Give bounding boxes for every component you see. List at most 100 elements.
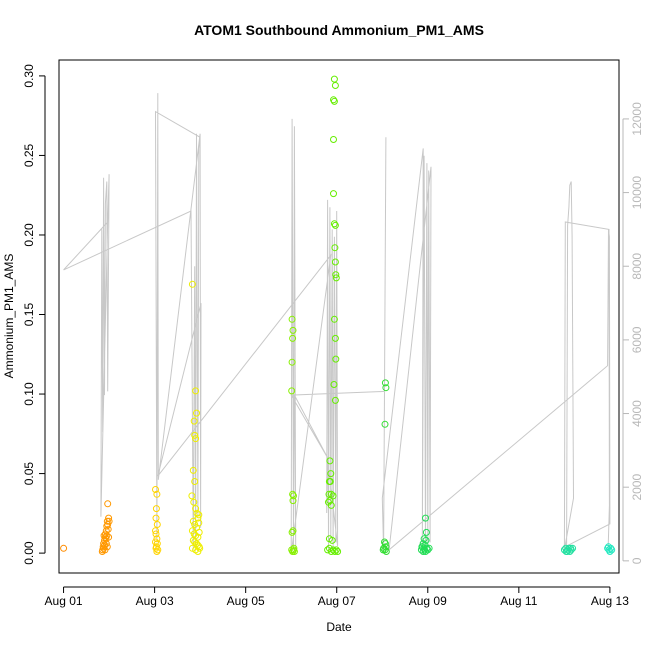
data-point [152, 530, 160, 538]
data-point [290, 544, 298, 552]
data-point [105, 514, 113, 522]
data-point [419, 548, 427, 555]
x-axis: Aug 01 Aug 03 Aug 05 Aug 07 Aug 09 Aug 11 Aug … [45, 586, 629, 608]
data-point [153, 535, 161, 543]
x-tick-label: Aug 05 [227, 594, 265, 608]
chart-title: ATOM1 Southbound Ammonium_PM1_AMS [194, 22, 484, 38]
data-point [334, 548, 342, 555]
data-point [424, 546, 432, 554]
data-point [189, 466, 197, 474]
data-point [567, 544, 575, 552]
data-point [331, 396, 339, 404]
y-axis-label: Ammonium_PM1_AMS [2, 254, 16, 379]
series-9 [604, 543, 616, 555]
data-point [329, 546, 337, 554]
data-point [425, 544, 433, 552]
data-point [105, 517, 113, 525]
x-tick-label: Aug 07 [318, 594, 356, 608]
data-point [327, 501, 335, 509]
data-point [330, 136, 337, 143]
series-5 [324, 75, 342, 555]
data-point [330, 97, 338, 105]
data-point [103, 543, 111, 551]
data-point [288, 358, 296, 366]
data-point [152, 514, 160, 522]
data-point [290, 492, 297, 500]
data-point [382, 543, 390, 551]
data-point [102, 540, 110, 548]
data-point [381, 379, 389, 387]
data-point [195, 511, 203, 519]
y-tick-label: 0.00 [22, 541, 36, 565]
x-tick-label: Aug 09 [409, 594, 447, 608]
data-point [381, 420, 389, 428]
data-point [190, 498, 198, 506]
series-6 [379, 379, 390, 555]
data-point [188, 280, 196, 288]
data-point [104, 525, 112, 533]
data-point [420, 535, 428, 543]
y2-tick-label: 4000 [630, 400, 644, 427]
data-point [193, 409, 200, 417]
data-point [153, 548, 161, 555]
data-point [332, 355, 340, 363]
data-point [422, 514, 429, 522]
y2-tick-label: 8000 [630, 253, 644, 280]
data-point [421, 546, 429, 554]
data-point [100, 532, 108, 540]
data-point [326, 457, 334, 465]
data-point [290, 548, 298, 555]
series-4 [288, 315, 298, 555]
data-point [195, 528, 203, 536]
data-point [289, 527, 297, 535]
data-point [605, 543, 612, 551]
data-point [153, 490, 161, 498]
data-point [192, 505, 200, 513]
data-point [332, 546, 340, 554]
series-8 [560, 544, 577, 555]
y-axis-left: 0.00 0.05 0.10 0.15 0.20 0.25 0.30 [22, 64, 46, 565]
data-point [288, 315, 296, 323]
data-point [331, 548, 339, 555]
series-1 [98, 500, 113, 555]
data-point [326, 478, 334, 485]
y-tick-label: 0.30 [22, 64, 36, 88]
data-point [327, 490, 335, 498]
data-point [331, 82, 339, 89]
data-point [331, 258, 339, 266]
data-point [330, 381, 338, 388]
y2-tick-label: 0 [630, 557, 644, 564]
y-tick-label: 0.10 [22, 382, 36, 406]
data-point [289, 326, 297, 334]
data-point [419, 540, 427, 548]
data-point [60, 544, 68, 552]
y-tick-label: 0.20 [22, 223, 36, 247]
data-point [152, 527, 159, 535]
data-point [190, 417, 198, 425]
series-3 [188, 280, 204, 555]
y2-tick-label: 2000 [630, 474, 644, 501]
data-point [330, 190, 337, 198]
background-track [63, 93, 611, 554]
series-2 [152, 486, 162, 555]
y-tick-label: 0.15 [22, 303, 36, 327]
data-point [562, 548, 570, 555]
data-point [328, 536, 336, 544]
data-point [289, 334, 297, 342]
data-point [289, 497, 297, 505]
y2-tick-label: 12000 [630, 102, 644, 136]
data-point [326, 497, 334, 505]
data-point [332, 271, 340, 279]
data-point [331, 244, 339, 252]
series-7 [417, 514, 433, 555]
data-point [192, 435, 200, 443]
data-point [191, 431, 199, 439]
y-tick-label: 0.25 [22, 143, 36, 167]
data-point [329, 492, 337, 500]
x-tick-label: Aug 03 [136, 594, 174, 608]
data-point [153, 521, 161, 528]
data-point [105, 533, 113, 541]
data-point [191, 478, 199, 485]
x-tick-label: Aug 11 [500, 594, 537, 608]
